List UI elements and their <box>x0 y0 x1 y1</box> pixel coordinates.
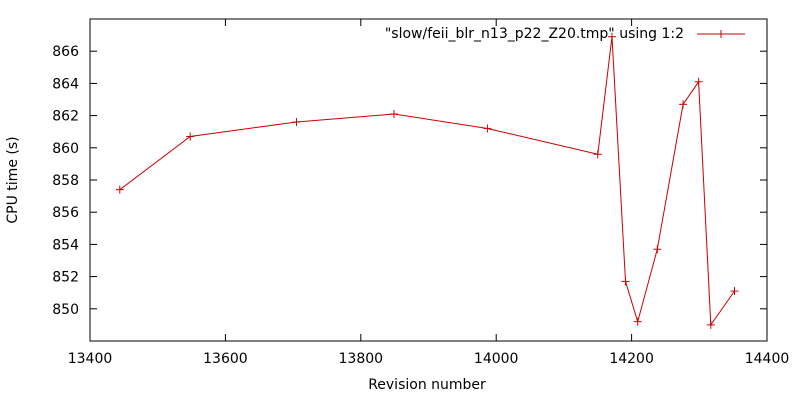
data-point <box>621 277 630 286</box>
plot-frame <box>89 18 768 342</box>
data-point <box>607 32 616 41</box>
legend-marker <box>717 30 725 38</box>
y-tick-label: 858 <box>52 173 79 189</box>
y-tick-label: 862 <box>52 109 79 125</box>
y-axis-label: CPU time (s) <box>5 136 21 223</box>
y-tick-label: 866 <box>52 44 79 60</box>
data-point <box>593 150 602 159</box>
x-axis-label: Revision number <box>368 377 486 393</box>
x-tick-label: 13400 <box>68 351 113 367</box>
y-tick-label: 856 <box>52 205 79 221</box>
y-tick-label: 860 <box>52 141 79 157</box>
data-point <box>483 124 492 133</box>
data-point <box>389 109 398 118</box>
y-axis-ticks: 850 852 854 856 858 860 862 864 866 <box>52 44 767 318</box>
legend: "slow/feii_blr_n13_p22_Z20.tmp" using 1:… <box>385 26 745 42</box>
data-point <box>694 77 703 86</box>
data-point <box>706 320 715 329</box>
x-tick-label: 14000 <box>474 351 519 367</box>
plot-border <box>89 18 768 342</box>
y-tick-label: 850 <box>52 302 79 318</box>
data-point <box>679 100 688 109</box>
data-point <box>653 245 662 254</box>
x-tick-label: 14200 <box>609 351 654 367</box>
x-tick-label: 13600 <box>203 351 248 367</box>
y-tick-label: 852 <box>52 270 79 286</box>
legend-label: "slow/feii_blr_n13_p22_Z20.tmp" using 1:… <box>385 26 684 42</box>
data-point <box>730 287 739 296</box>
data-point <box>115 185 124 194</box>
series-layer <box>115 32 739 329</box>
y-tick-label: 864 <box>52 76 79 92</box>
x-tick-label: 13800 <box>339 351 384 367</box>
y-tick-label: 854 <box>52 237 79 253</box>
data-point <box>633 317 642 326</box>
data-point <box>292 118 301 127</box>
series-line <box>119 36 735 327</box>
x-axis-ticks: 13400 13600 13800 14000 14200 14400 <box>68 19 790 367</box>
data-point <box>186 132 195 141</box>
x-tick-label: 14400 <box>745 351 790 367</box>
